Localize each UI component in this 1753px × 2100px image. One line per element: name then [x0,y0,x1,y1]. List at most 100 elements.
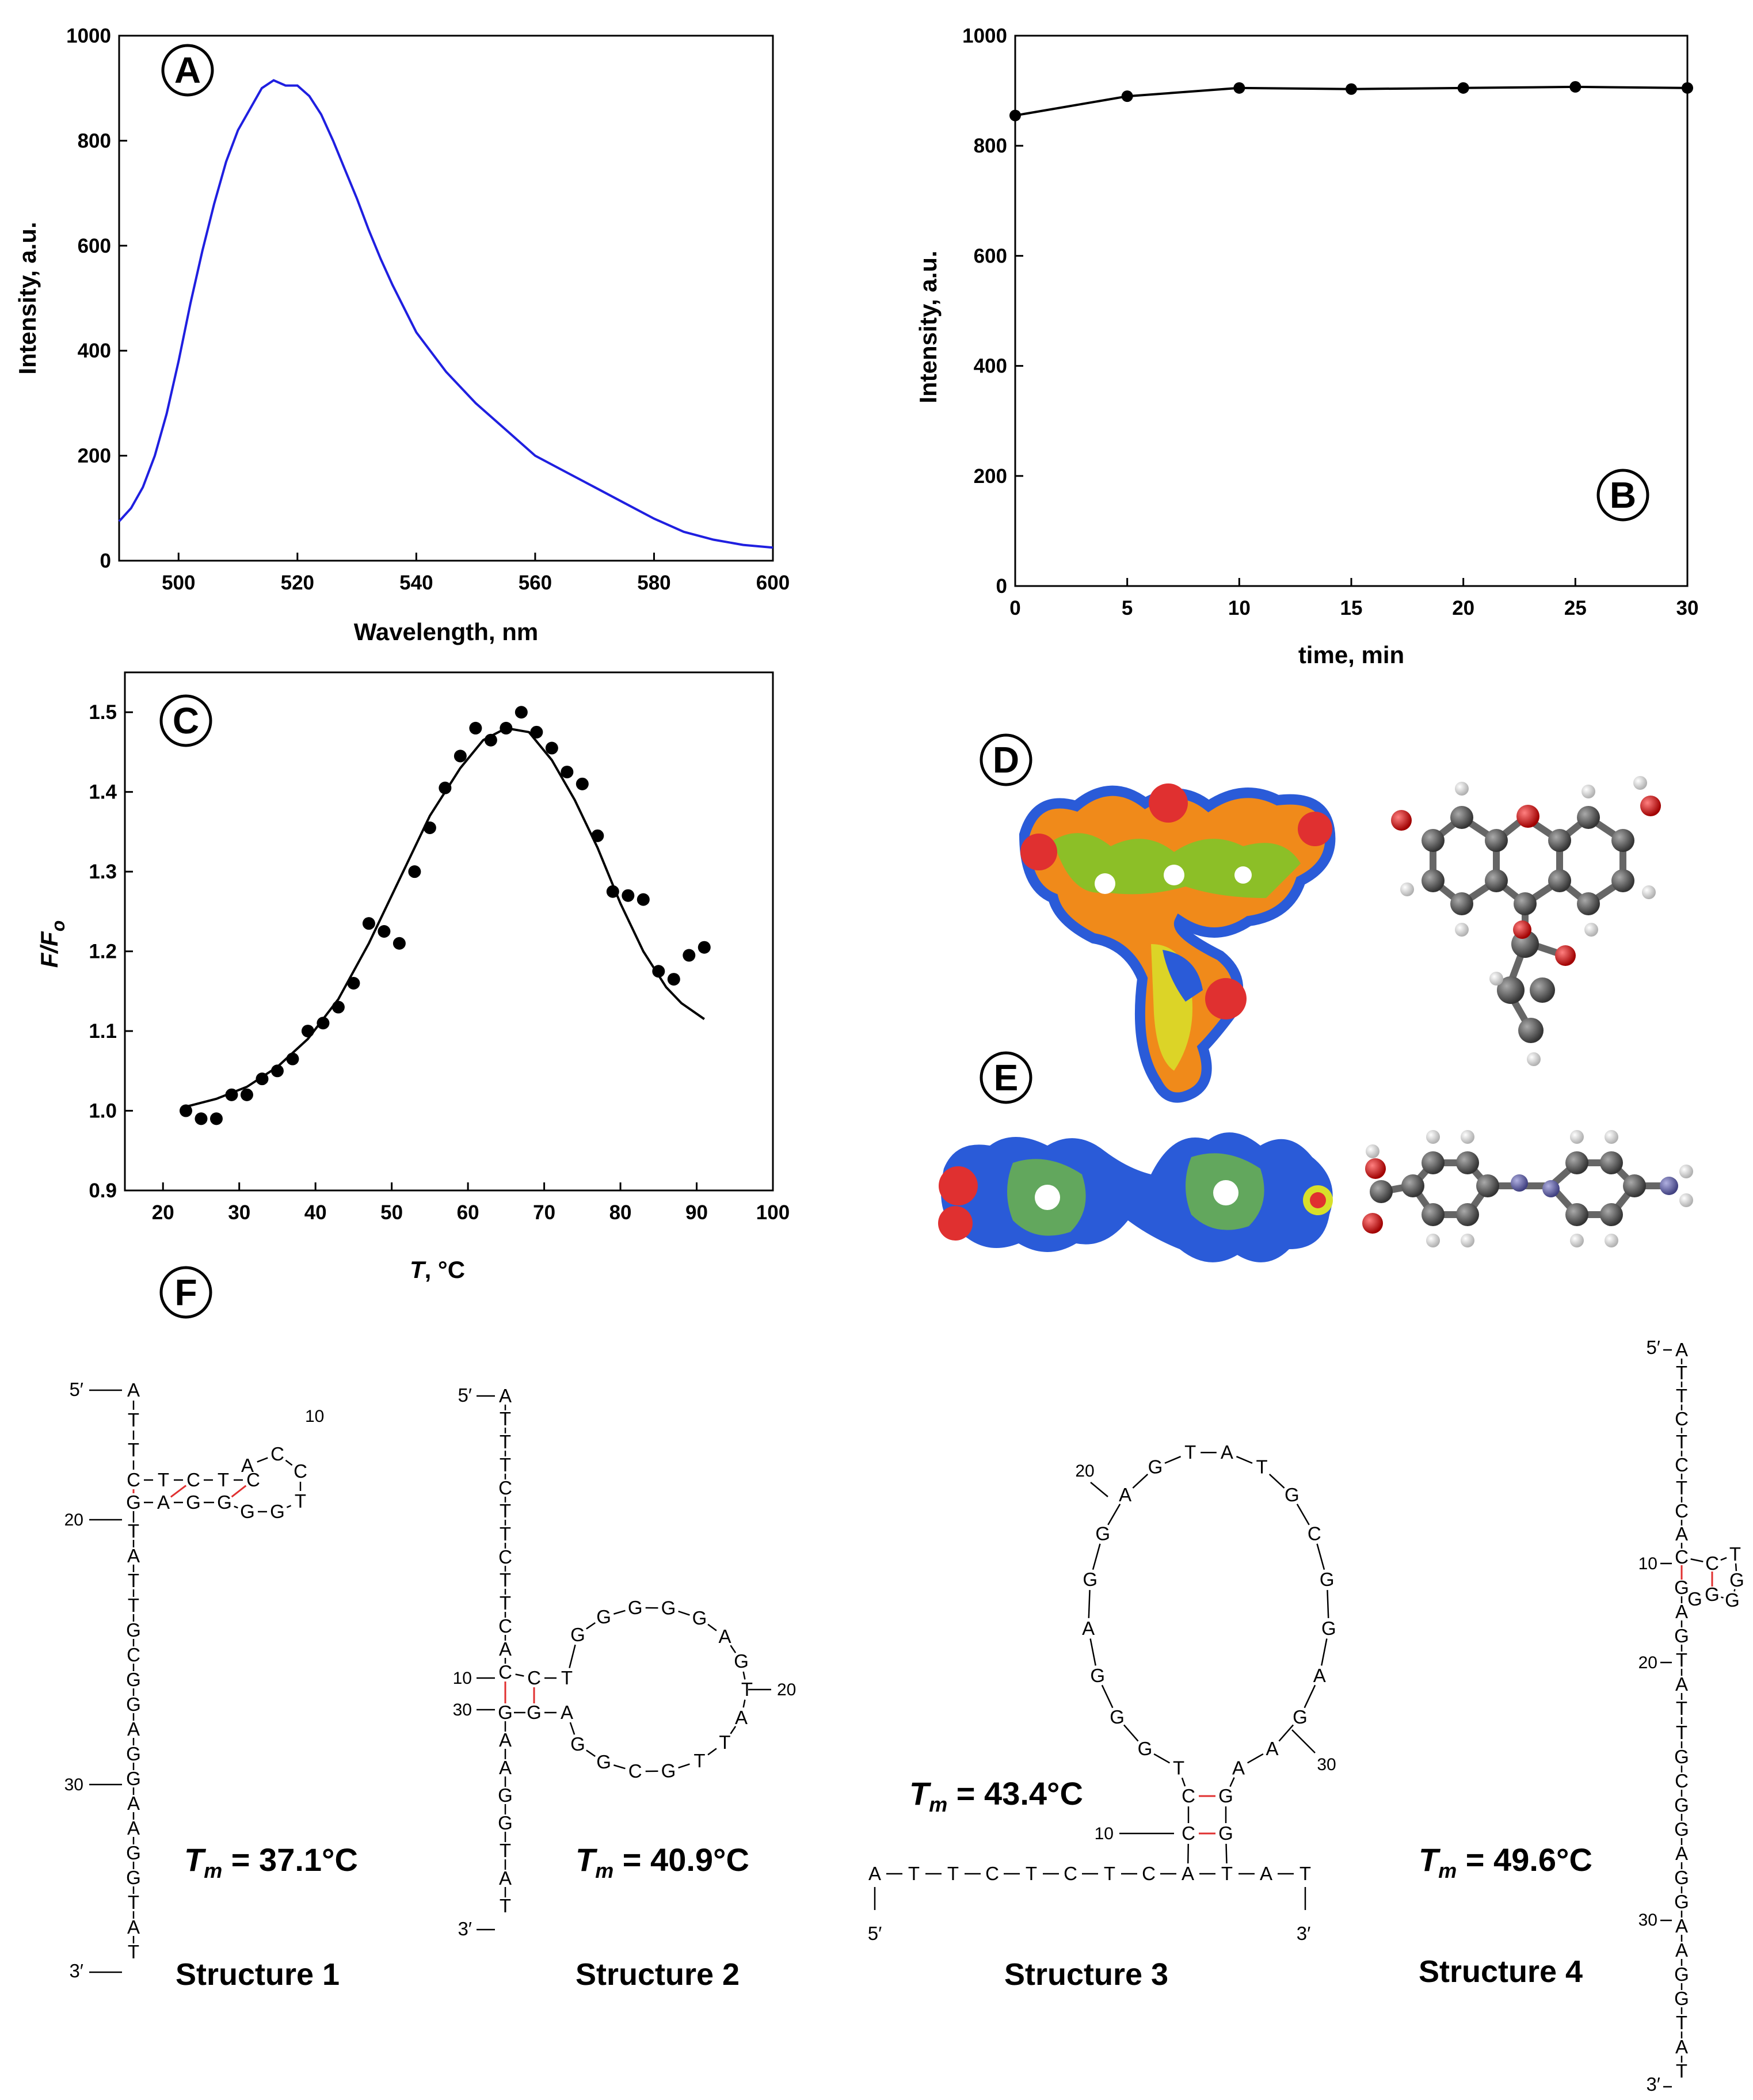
structure-1-tm-value: = 37.1°C [222,1842,358,1878]
y-tick-label: 1.0 [89,1100,117,1123]
panel-a-axes-frame [118,35,774,562]
backbone-bond [1123,1724,1139,1742]
nucleotide: A [127,1916,140,1938]
nucleotide: T [500,1569,511,1591]
x-tick-label: 30 [228,1201,250,1224]
backbone-bond [1247,1753,1264,1764]
panel-c-xlabel-unit: , °C [425,1256,465,1283]
nucleotide: C [1064,1863,1077,1884]
x-tick-label: 30 [1676,597,1699,619]
x-tick-label: 500 [162,572,195,594]
backbone-bond [613,1610,626,1615]
nucleotide: A [868,1863,881,1884]
panel-e-surface-map [938,1132,1333,1262]
x-tick-label: 20 [152,1201,174,1224]
nucleotide: G [1674,1794,1689,1816]
nucleotide: G [570,1733,585,1755]
y-tick-label: 1.5 [89,701,117,724]
nucleotide: A [1675,1915,1688,1937]
nucleotide: G [240,1501,255,1522]
nucleotide: T [128,1520,139,1542]
nucleotide: G [186,1492,201,1513]
structure-3-num-30: 30 [1317,1755,1336,1774]
nucleotide: T [295,1490,306,1512]
panel-c-data-point [408,865,421,878]
nucleotide: T [500,1523,511,1544]
panel-c-data-point [301,1025,314,1038]
backbone-bond [678,1763,690,1769]
nucleotide: C [294,1460,307,1482]
nucleotide: A [499,1729,512,1751]
x-tick-label: 40 [304,1201,327,1224]
backbone-bond [707,1748,717,1756]
nucleotide: T [1676,2012,1687,2033]
nucleotide: T [1676,1722,1687,1743]
nucleotide: G [1674,1819,1689,1840]
nucleotide: T [947,1863,959,1884]
y-tick-label: 0.9 [89,1180,117,1202]
panel-c-data-point [530,725,543,739]
nucleotide: G [1674,1988,1689,2009]
backbone-bond [1690,1558,1704,1562]
panel-c-data-point [637,893,650,906]
nucleotide: T [128,1892,139,1913]
structure-2-label: Structure 2 [576,1957,740,1992]
panel-b-data-point [1346,83,1357,95]
nucleotide: G [661,1597,676,1619]
nucleotide: C [498,1661,512,1683]
nucleotide: A [1182,1863,1194,1884]
panel-c-ylabel: F/Fo [36,920,68,968]
nucleotide: G [498,1812,513,1833]
nucleotide: T [1729,1543,1741,1565]
structure-4-tm-value: = 49.6°C [1457,1842,1592,1878]
nucleotide: A [1119,1484,1131,1505]
structure-4-num-10: 10 [1638,1554,1657,1573]
nucleotide: G [1090,1665,1105,1686]
panel-c-data-point [256,1072,269,1086]
nucleotide: T [500,1431,511,1452]
panel-b-ylabel: Intensity, a.u. [914,250,942,403]
nucleotide: G [126,1619,141,1641]
structure-3-tm-t: T [909,1775,932,1812]
nucleotide: T [741,1679,753,1700]
nucleotide: C [498,1477,512,1498]
panel-c-data-point [484,733,497,747]
structure-3-end3: 3′ [1297,1923,1311,1944]
panel-c-ylabel-sub: o [48,920,68,932]
nucleotide: G [1729,1569,1744,1591]
panel-c-data-point [439,781,452,794]
nucleotide: G [126,1492,141,1513]
nucleotide: T [1173,1757,1184,1778]
backbone-bond [1092,1543,1101,1570]
backbone-bond [1101,1684,1114,1709]
nucleotide: A [718,1626,731,1647]
nucleotide: C [985,1863,999,1884]
nucleotide: A [157,1492,170,1513]
backbone-bond [1278,1724,1294,1742]
y-tick-label: 0 [100,550,111,572]
x-tick-label: 5 [1122,597,1133,619]
structure-3-tm: Tm = 43.4°C [909,1775,1083,1816]
panel-f-label: F [174,1272,197,1313]
nucleotide: G [661,1760,676,1781]
nucleotide: A [1675,2036,1688,2057]
nucleotide: T [1676,1698,1687,1719]
nucleotide: G [498,1785,513,1806]
nucleotide: T [128,1570,139,1591]
nucleotide: G [1218,1785,1233,1806]
nucleotide: A [1232,1757,1245,1778]
panel-c-data-point [209,1112,223,1125]
panel-c-data-point [195,1112,208,1125]
nucleotide: G [126,1743,141,1764]
panel-c-data-point [286,1052,299,1066]
panel-e-molecule: E [938,1051,1693,1262]
nucleotide: T [500,1454,511,1475]
structure-3-end5: 5′ [868,1923,882,1944]
panel-b-data-point [1457,82,1469,94]
nucleotide: A [1266,1738,1279,1759]
nucleotide: T [908,1863,920,1884]
